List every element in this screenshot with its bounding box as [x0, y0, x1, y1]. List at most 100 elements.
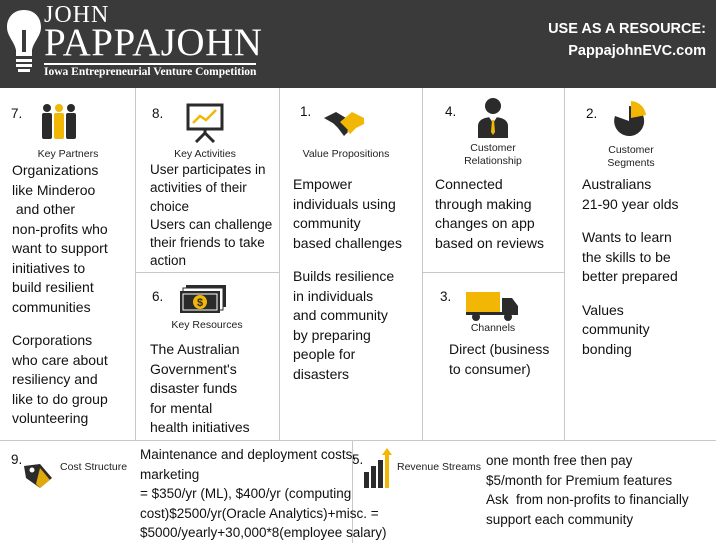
body-line: support each community [486, 511, 634, 527]
body-line: like to do group [12, 390, 108, 407]
body-line: to consumer) [449, 360, 531, 377]
body-line: Government's [150, 360, 237, 377]
section-title-line: Customer [470, 142, 516, 154]
pie-chart-icon [614, 101, 646, 136]
body-line: build resilient [12, 279, 94, 295]
body-line: cost)$2500/yr(Oracle Analytics)+misc. = [140, 505, 379, 521]
body-line: community [293, 215, 361, 231]
divider [422, 88, 423, 440]
body-line: choice [150, 198, 190, 214]
body-line [12, 317, 134, 331]
section-title: Cost Structure [60, 461, 128, 473]
section-number: 8. [152, 106, 164, 121]
body-line: action [150, 253, 187, 269]
section-body: Australians 21-90 year olds Wants to learn… [582, 175, 714, 359]
body-line: Direct (business [449, 341, 550, 357]
businessman-icon [478, 98, 508, 138]
section-title-line: Segments [607, 157, 655, 169]
section-body: Empower individuals using community based c… [293, 175, 421, 384]
body-line: non-profits who [12, 220, 108, 237]
section-number: 2. [586, 106, 598, 121]
body-line: by preparing [293, 326, 371, 343]
body-line: their friends to take [150, 235, 265, 251]
body-line: communities [12, 298, 91, 315]
body-line: activities of their [150, 180, 247, 196]
bar-chart-arrow-icon [364, 448, 392, 488]
section-number: 6. [152, 289, 164, 304]
body-line [582, 214, 714, 228]
body-line: marketing [140, 466, 200, 482]
body-line: Values [582, 301, 624, 318]
section-title-line: Relationship [464, 155, 522, 167]
divider [0, 440, 716, 441]
body-line: Ask from non-profits to financially [486, 492, 689, 507]
divider [564, 88, 565, 440]
section-title: Key Partners [37, 148, 99, 160]
resource-link[interactable]: PappajohnEVC.com [568, 43, 706, 59]
body-line: Corporations [12, 332, 93, 348]
section-body: Organizations like Minderoo and other non-… [12, 161, 134, 429]
body-line: User participates in [150, 162, 266, 177]
section-body: The Australian Government's disaster funds… [150, 340, 278, 438]
section-body: Maintenance and deployment costs, marketi… [140, 445, 387, 543]
body-line [293, 253, 421, 267]
section-number: 1. [300, 104, 312, 119]
divider [352, 440, 353, 543]
body-line: Australians [582, 176, 652, 192]
body-line: initiatives to [12, 259, 86, 276]
section-title: Revenue Streams [397, 461, 482, 473]
body-line: in individuals [293, 287, 374, 304]
body-line: like Minderoo [12, 181, 96, 198]
resource-label: USE AS A RESOURCE: [548, 21, 706, 37]
body-line: Empower [293, 176, 353, 192]
body-line: Maintenance and deployment costs, [140, 447, 357, 462]
body-line: resiliency and [12, 371, 98, 387]
body-line: $5/month for Premium features [486, 472, 673, 488]
body-line: better prepared [582, 268, 678, 284]
body-line: people for [293, 346, 356, 362]
body-line: and other [12, 201, 76, 217]
section-body: Connected through making changes on app bas… [435, 175, 563, 253]
logo-last-name: PAPPAJOHN [44, 21, 263, 64]
body-line: bonding [582, 340, 632, 357]
body-line: based on reviews [435, 234, 544, 251]
body-line [582, 287, 714, 301]
body-line: Organizations [12, 162, 99, 178]
body-line: one month free then pay [486, 453, 633, 468]
people-icon [42, 104, 76, 139]
body-line: the skills to be [582, 248, 671, 265]
body-line: who care about [12, 351, 108, 368]
body-line: disaster funds [150, 380, 238, 396]
presentation-board-icon [186, 103, 224, 143]
body-line: Builds resilience [293, 268, 395, 284]
body-line: for mental [150, 399, 213, 416]
section-title: Customer Segments [564, 144, 698, 170]
section-title: Key Activities [174, 148, 236, 160]
divider [422, 272, 564, 273]
lightbulb-icon [7, 10, 41, 72]
body-line: volunteering [12, 410, 89, 426]
body-line: Connected [435, 176, 503, 192]
section-number: 7. [11, 106, 23, 121]
body-line: 21-90 year olds [582, 195, 679, 212]
price-tag-icon [24, 464, 52, 488]
body-line: based challenges [293, 234, 402, 251]
body-line: changes on app [435, 215, 535, 231]
logo-first-name: JOHN [44, 2, 110, 28]
section-title: Value Propositions [302, 148, 390, 160]
section-number: 4. [445, 104, 457, 119]
body-line: $5000/yearly+30,000*8(employee salary) [140, 525, 387, 540]
logo-divider [44, 63, 256, 65]
section-body: User participates in activities of their c… [150, 161, 278, 271]
body-line: individuals using [293, 195, 396, 212]
body-line: The Australian [150, 341, 240, 357]
section-number: 3. [440, 289, 452, 304]
body-line: = $350/yr (ML), $400/yr (computing [140, 486, 352, 501]
section-body: one month free then pay $5/month for Prem… [486, 451, 716, 529]
body-line: want to support [12, 240, 108, 256]
body-line: Wants to learn [582, 229, 672, 245]
svg-text:$: $ [197, 297, 203, 309]
logo-subtitle: Iowa Entrepreneurial Venture Competition [44, 66, 257, 78]
body-line: Users can challenge [150, 216, 273, 232]
body-line: community [582, 321, 650, 337]
